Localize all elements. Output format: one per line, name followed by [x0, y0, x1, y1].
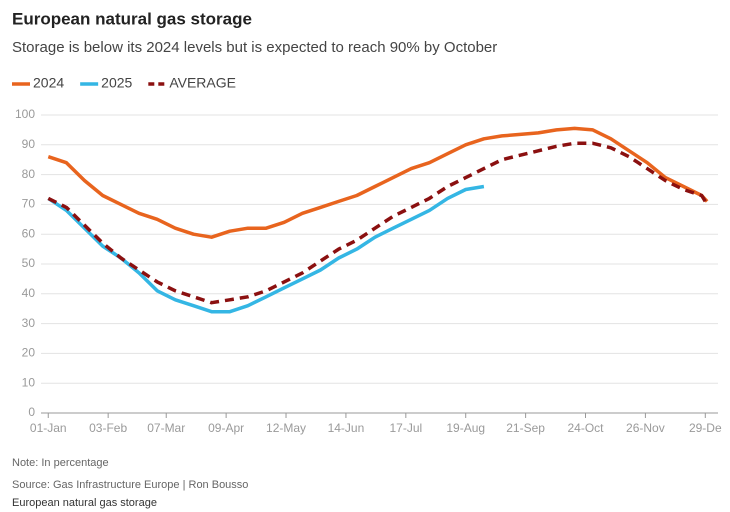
chart-title: European natural gas storage	[12, 9, 252, 28]
note: Note: In percentage	[12, 457, 109, 469]
x-tick-label: 21-Sep	[506, 421, 545, 435]
x-tick-label: 07-Mar	[147, 421, 185, 435]
y-tick-label: 80	[22, 167, 36, 181]
chart-subtitle: Storage is below its 2024 levels but is …	[12, 39, 497, 56]
y-tick-label: 60	[22, 226, 36, 240]
legend-label: 2025	[101, 75, 132, 91]
x-tick-label: 03-Feb	[89, 421, 127, 435]
x-tick-label: 01-Jan	[30, 421, 67, 435]
x-tick-label: 12-May	[266, 421, 306, 435]
x-tick-label: 26-Nov	[626, 421, 665, 435]
source: Source: Gas Infrastructure Europe | Ron …	[12, 479, 248, 491]
y-tick-label: 70	[22, 197, 36, 211]
x-tick-label: 09-Apr	[208, 421, 244, 435]
y-tick-label: 10	[22, 375, 36, 389]
x-tick-label: 19-Aug	[446, 421, 485, 435]
y-tick-label: 50	[22, 256, 36, 270]
y-tick-label: 30	[22, 316, 36, 330]
x-tick-label: 29-De	[689, 421, 722, 435]
x-tick-label: 14-Jun	[328, 421, 365, 435]
series-line	[47, 141, 709, 305]
legend-label: AVERAGE	[169, 75, 236, 91]
y-tick-label: 0	[28, 405, 35, 419]
legend-label: 2024	[33, 75, 64, 91]
y-tick-label: 100	[15, 107, 35, 121]
y-tick-label: 90	[22, 137, 36, 151]
x-tick-label: 24-Oct	[567, 421, 604, 435]
caption: European natural gas storage	[12, 497, 157, 509]
y-tick-label: 20	[22, 346, 36, 360]
y-tick-label: 40	[22, 286, 36, 300]
series-line	[47, 126, 709, 239]
x-tick-label: 17-Jul	[389, 421, 422, 435]
